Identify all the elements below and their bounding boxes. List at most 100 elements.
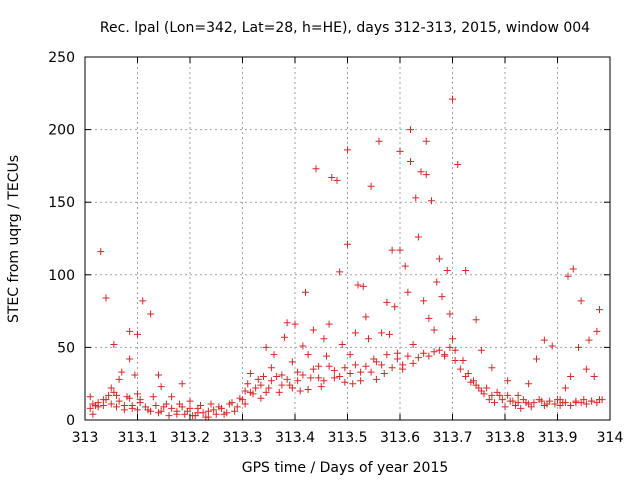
data-point <box>173 410 181 418</box>
data-point <box>414 233 422 241</box>
data-point <box>372 358 380 366</box>
data-point <box>288 358 296 366</box>
data-point <box>246 370 254 378</box>
data-point <box>275 388 283 396</box>
data-point <box>225 400 233 408</box>
data-point <box>517 404 525 412</box>
data-point <box>485 396 493 404</box>
data-point <box>420 349 428 357</box>
data-point <box>346 351 354 359</box>
data-point <box>246 388 254 396</box>
data-point <box>354 281 362 289</box>
data-point <box>451 346 459 354</box>
y-tick-label: 200 <box>48 123 75 139</box>
data-point <box>207 400 215 408</box>
data-point <box>299 371 307 379</box>
data-point <box>412 194 420 202</box>
data-point <box>383 298 391 306</box>
data-point <box>212 410 220 418</box>
data-point <box>593 327 601 335</box>
data-point <box>139 297 147 305</box>
data-point <box>582 400 590 408</box>
data-point <box>110 388 118 396</box>
data-point <box>323 352 330 360</box>
data-point <box>126 327 134 335</box>
data-point <box>451 356 459 364</box>
data-point <box>514 391 522 399</box>
data-point <box>530 399 538 407</box>
data-point <box>551 400 559 408</box>
data-point <box>577 297 585 305</box>
data-point <box>386 330 393 338</box>
data-point <box>325 320 333 328</box>
data-point <box>357 368 365 376</box>
data-point <box>210 406 218 414</box>
plot-frame <box>84 56 611 421</box>
data-point <box>380 370 388 378</box>
data-point <box>320 335 328 343</box>
data-point <box>504 391 512 399</box>
data-point <box>341 364 349 372</box>
data-point <box>596 396 603 404</box>
data-point <box>183 407 191 415</box>
data-points <box>86 95 606 421</box>
data-point <box>336 268 344 276</box>
data-point <box>585 336 593 344</box>
data-point <box>351 361 359 369</box>
data-point <box>567 401 575 409</box>
data-point <box>241 400 249 408</box>
data-point <box>152 401 160 409</box>
data-point <box>107 400 115 408</box>
data-point <box>491 399 498 407</box>
data-point <box>435 346 443 354</box>
data-point <box>540 401 548 409</box>
data-point <box>134 330 141 338</box>
data-point <box>407 158 414 166</box>
data-point <box>330 374 338 382</box>
data-point <box>462 372 470 380</box>
data-point <box>278 371 286 379</box>
data-point <box>178 380 186 388</box>
data-point <box>252 384 260 392</box>
data-point <box>231 407 239 415</box>
x-tick-label: 313 <box>72 430 99 446</box>
data-point <box>428 197 435 205</box>
data-point <box>134 390 141 398</box>
data-point <box>472 381 480 389</box>
data-point <box>575 343 582 351</box>
grid-lines <box>85 57 610 420</box>
data-point <box>157 383 165 391</box>
data-point <box>328 174 336 182</box>
data-point <box>341 378 349 386</box>
data-point <box>367 368 375 376</box>
x-tick-label: 313.7 <box>432 430 472 446</box>
data-point <box>525 380 533 388</box>
data-point <box>86 393 94 401</box>
data-point <box>388 246 396 254</box>
data-point <box>459 356 467 364</box>
data-point <box>378 329 386 337</box>
x-tick-label: 313.8 <box>485 430 525 446</box>
data-point <box>233 403 241 411</box>
data-point <box>582 365 590 373</box>
data-point <box>409 359 417 367</box>
data-point <box>99 396 107 404</box>
data-point <box>441 351 449 359</box>
data-point <box>391 303 399 311</box>
data-point <box>414 354 422 362</box>
data-point <box>467 378 475 386</box>
data-point <box>333 176 341 184</box>
data-point <box>330 367 338 375</box>
data-point <box>572 397 580 405</box>
data-point <box>438 293 446 301</box>
data-point <box>449 95 456 103</box>
x-axis-title: GPS time / Days of year 2015 <box>242 460 449 476</box>
data-point <box>157 407 165 415</box>
data-point <box>556 396 564 404</box>
y-tick-label: 50 <box>57 340 75 356</box>
data-point <box>462 266 470 274</box>
data-point <box>477 346 485 354</box>
data-point <box>317 383 325 391</box>
data-point <box>325 362 333 370</box>
data-point <box>443 266 451 274</box>
